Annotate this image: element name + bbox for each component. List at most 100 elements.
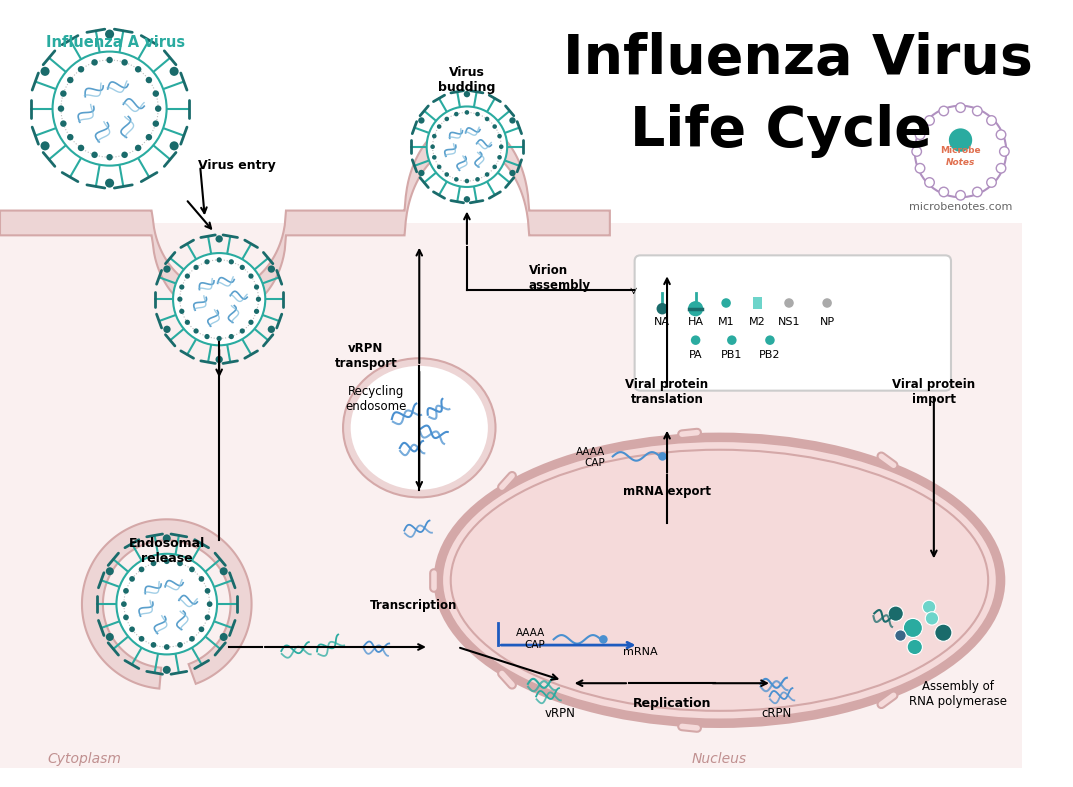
Circle shape	[432, 155, 437, 160]
Circle shape	[972, 187, 982, 197]
Circle shape	[229, 334, 234, 339]
Circle shape	[956, 190, 966, 200]
Circle shape	[229, 259, 234, 264]
Circle shape	[204, 334, 209, 339]
Circle shape	[189, 636, 195, 641]
Circle shape	[164, 558, 170, 564]
Circle shape	[163, 265, 171, 273]
Circle shape	[77, 145, 85, 151]
Circle shape	[138, 567, 145, 572]
Circle shape	[217, 336, 222, 341]
Circle shape	[956, 103, 966, 113]
Circle shape	[497, 155, 502, 160]
Text: AAAA
CAP: AAAA CAP	[516, 628, 545, 649]
Circle shape	[129, 576, 135, 582]
Circle shape	[418, 170, 425, 176]
Circle shape	[121, 601, 127, 607]
Text: M1: M1	[718, 317, 734, 327]
Circle shape	[485, 172, 489, 177]
Bar	[609, 223, 1023, 768]
Circle shape	[58, 105, 64, 112]
Circle shape	[437, 124, 441, 129]
Circle shape	[996, 130, 1005, 139]
Text: Virus entry: Virus entry	[199, 159, 276, 172]
Polygon shape	[82, 519, 251, 689]
Circle shape	[205, 588, 210, 593]
FancyBboxPatch shape	[753, 297, 762, 309]
Circle shape	[475, 112, 480, 116]
Ellipse shape	[351, 366, 488, 490]
Circle shape	[915, 164, 925, 173]
Circle shape	[430, 145, 435, 149]
Text: PB1: PB1	[721, 349, 743, 360]
Circle shape	[105, 179, 114, 187]
Circle shape	[117, 554, 217, 655]
Circle shape	[895, 630, 907, 641]
Circle shape	[248, 273, 253, 279]
Text: Replication: Replication	[633, 696, 711, 710]
Circle shape	[254, 309, 260, 314]
Circle shape	[248, 320, 253, 325]
Circle shape	[903, 619, 923, 637]
Text: microbenotes.com: microbenotes.com	[909, 202, 1012, 212]
Text: Microbe: Microbe	[940, 146, 981, 155]
Circle shape	[464, 196, 470, 202]
Circle shape	[179, 284, 185, 290]
Text: Notes: Notes	[945, 158, 975, 168]
Circle shape	[193, 328, 199, 334]
Circle shape	[493, 164, 497, 169]
Text: Influenza A virus: Influenza A virus	[46, 35, 185, 50]
Circle shape	[41, 67, 49, 76]
Text: PB2: PB2	[760, 349, 781, 360]
Circle shape	[444, 116, 449, 121]
Circle shape	[170, 67, 178, 76]
Circle shape	[493, 124, 497, 129]
Circle shape	[163, 534, 171, 542]
Circle shape	[784, 298, 794, 308]
Circle shape	[765, 335, 775, 345]
Circle shape	[925, 611, 939, 625]
Circle shape	[239, 328, 245, 334]
Circle shape	[77, 66, 85, 72]
Text: vRPN
transport: vRPN transport	[335, 342, 397, 370]
Circle shape	[499, 145, 503, 149]
Bar	[0, 223, 609, 768]
Circle shape	[987, 116, 997, 125]
Circle shape	[996, 164, 1005, 173]
Circle shape	[106, 57, 113, 63]
Text: HA: HA	[688, 317, 704, 327]
Text: Nucleus: Nucleus	[692, 752, 747, 766]
Circle shape	[949, 127, 973, 153]
Circle shape	[152, 91, 159, 97]
Circle shape	[164, 644, 170, 650]
Circle shape	[464, 91, 470, 98]
Circle shape	[105, 30, 114, 39]
Circle shape	[41, 142, 49, 150]
FancyBboxPatch shape	[634, 255, 951, 390]
Circle shape	[106, 567, 114, 575]
Circle shape	[923, 600, 936, 614]
Text: Cytoplasm: Cytoplasm	[47, 752, 121, 766]
Text: Virion
assembly: Virion assembly	[529, 264, 591, 292]
Circle shape	[721, 298, 731, 308]
Circle shape	[185, 273, 190, 279]
Circle shape	[106, 633, 114, 641]
Circle shape	[972, 106, 982, 116]
Circle shape	[822, 298, 832, 308]
Text: NS1: NS1	[778, 317, 800, 327]
Polygon shape	[0, 120, 609, 316]
Circle shape	[67, 77, 74, 83]
Circle shape	[150, 642, 157, 648]
Circle shape	[915, 105, 1006, 198]
Circle shape	[935, 624, 952, 641]
Circle shape	[939, 106, 949, 116]
Circle shape	[199, 576, 204, 582]
Ellipse shape	[443, 442, 996, 719]
Circle shape	[888, 606, 903, 621]
Circle shape	[193, 264, 199, 270]
Circle shape	[185, 320, 190, 325]
Circle shape	[925, 116, 935, 125]
Circle shape	[432, 134, 437, 139]
Circle shape	[146, 134, 152, 140]
Circle shape	[418, 117, 425, 124]
